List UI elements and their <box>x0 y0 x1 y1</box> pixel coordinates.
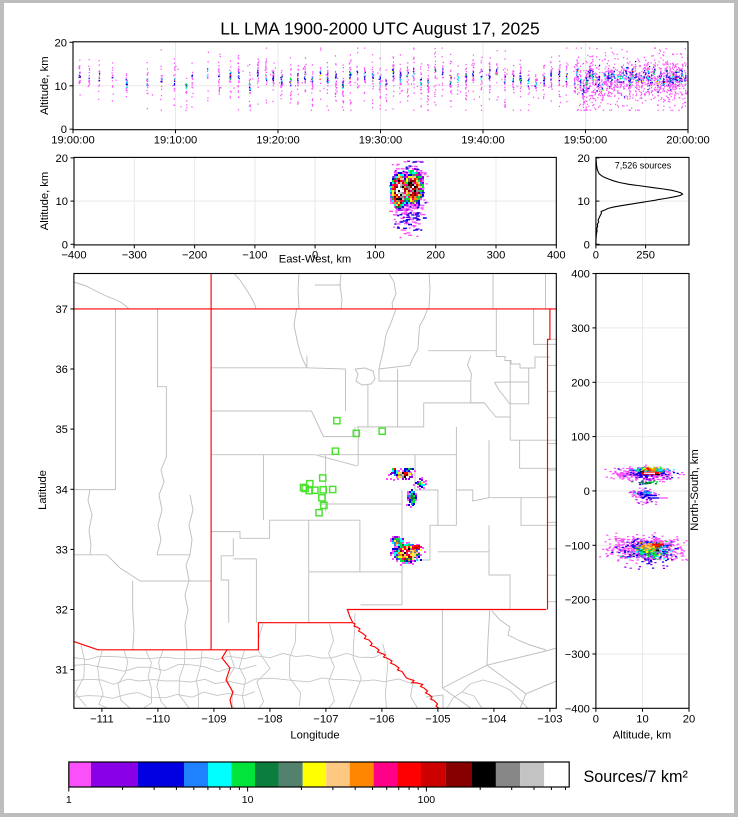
svg-text:19:40:00: 19:40:00 <box>461 135 505 147</box>
svg-text:36: 36 <box>55 364 67 376</box>
svg-text:10: 10 <box>242 794 254 806</box>
svg-text:10: 10 <box>55 81 67 93</box>
svg-text:200: 200 <box>571 377 590 389</box>
svg-text:−100: −100 <box>565 540 590 552</box>
svg-text:−108: −108 <box>257 713 282 725</box>
svg-text:19:50:00: 19:50:00 <box>564 135 608 147</box>
svg-text:100: 100 <box>366 249 385 261</box>
svg-text:100: 100 <box>418 794 436 806</box>
svg-text:7,526 sources: 7,526 sources <box>615 161 672 171</box>
svg-text:100: 100 <box>571 432 590 444</box>
svg-text:35: 35 <box>55 424 67 436</box>
svg-text:37: 37 <box>55 304 67 316</box>
svg-text:300: 300 <box>487 249 506 261</box>
svg-text:10: 10 <box>56 196 68 208</box>
svg-text:−200: −200 <box>565 595 590 607</box>
svg-text:0: 0 <box>584 486 590 498</box>
svg-text:20: 20 <box>55 37 67 49</box>
svg-text:−400: −400 <box>565 703 590 715</box>
svg-text:−200: −200 <box>182 249 207 261</box>
svg-text:250: 250 <box>636 249 655 261</box>
svg-text:19:00:00: 19:00:00 <box>51 135 95 147</box>
svg-text:0: 0 <box>593 249 599 261</box>
svg-text:20: 20 <box>577 153 589 165</box>
svg-text:19:20:00: 19:20:00 <box>256 135 300 147</box>
svg-text:0: 0 <box>62 239 68 251</box>
svg-text:−111: −111 <box>90 713 114 725</box>
svg-text:−110: −110 <box>146 713 170 725</box>
svg-text:31: 31 <box>55 665 67 677</box>
svg-text:20: 20 <box>683 713 695 725</box>
svg-text:19:30:00: 19:30:00 <box>359 135 403 147</box>
svg-text:32: 32 <box>55 605 67 617</box>
svg-text:10: 10 <box>577 196 589 208</box>
svg-text:−104: −104 <box>481 713 506 725</box>
svg-text:10: 10 <box>636 713 648 725</box>
svg-text:−105: −105 <box>425 713 450 725</box>
svg-text:0: 0 <box>593 713 599 725</box>
svg-text:20: 20 <box>56 153 68 165</box>
svg-text:Sources/7 km²: Sources/7 km² <box>584 768 689 786</box>
svg-text:400: 400 <box>547 249 566 261</box>
svg-text:33: 33 <box>55 544 67 556</box>
svg-text:Longitude: Longitude <box>290 730 339 742</box>
svg-text:East-West, km: East-West, km <box>279 254 352 266</box>
svg-text:Altitude, km: Altitude, km <box>39 172 51 230</box>
svg-text:−107: −107 <box>313 713 338 725</box>
svg-text:0: 0 <box>584 239 590 251</box>
svg-text:34: 34 <box>55 484 67 496</box>
svg-text:Latitude: Latitude <box>37 470 49 510</box>
svg-text:−300: −300 <box>122 249 147 261</box>
svg-text:−106: −106 <box>369 713 394 725</box>
svg-text:200: 200 <box>426 249 445 261</box>
svg-text:400: 400 <box>571 269 590 281</box>
svg-text:−103: −103 <box>537 713 562 725</box>
svg-text:20:00:00: 20:00:00 <box>666 135 710 147</box>
svg-text:North-South, km: North-South, km <box>689 449 701 530</box>
svg-text:300: 300 <box>571 323 590 335</box>
svg-text:−300: −300 <box>565 649 590 661</box>
svg-text:LL LMA 1900-2000 UTC August 17: LL LMA 1900-2000 UTC August 17, 2025 <box>220 19 539 39</box>
svg-text:Altitude, km: Altitude, km <box>613 730 671 742</box>
svg-text:−400: −400 <box>61 249 86 261</box>
svg-text:0: 0 <box>312 249 318 261</box>
svg-text:−100: −100 <box>242 249 267 261</box>
svg-text:1: 1 <box>66 794 72 806</box>
svg-text:0: 0 <box>61 124 67 136</box>
svg-text:Altitude, km: Altitude, km <box>39 56 51 114</box>
svg-text:19:10:00: 19:10:00 <box>154 135 198 147</box>
svg-text:−109: −109 <box>201 713 226 725</box>
